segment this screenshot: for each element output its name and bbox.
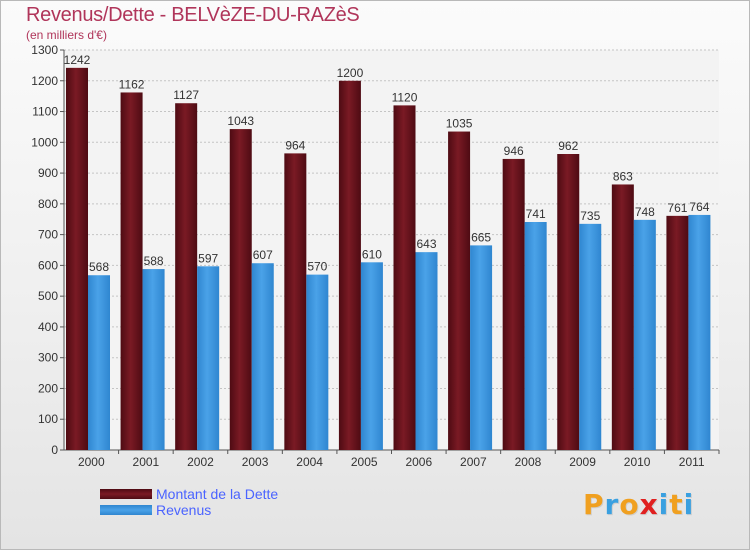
data-label-dette: 962: [558, 139, 578, 153]
bar-dette-2000: [66, 67, 88, 450]
bar-dette-2004: [284, 153, 307, 450]
data-label-dette: 964: [285, 138, 305, 152]
data-label-dette: 761: [667, 201, 687, 215]
y-tick-label: 500: [38, 289, 58, 303]
data-label-dette: 946: [504, 144, 524, 158]
plot-area: [64, 50, 719, 450]
logo-letter: P: [583, 488, 605, 521]
data-label-dette: 1043: [227, 114, 254, 128]
x-tick-label: 2007: [460, 455, 487, 469]
y-tick-label: 900: [38, 166, 58, 180]
bar-dette-2007: [448, 131, 471, 451]
x-tick-label: 2006: [405, 455, 432, 469]
bar-revenus-2005: [360, 262, 383, 450]
data-label-revenus: 570: [307, 260, 327, 274]
x-tick-label: 2011: [679, 455, 705, 469]
bar-revenus-2003: [251, 263, 274, 450]
bar-revenus-2008: [524, 222, 547, 450]
bar-dette-2008: [502, 158, 525, 450]
data-label-revenus: 568: [89, 260, 109, 274]
x-tick-label: 2010: [624, 455, 651, 469]
chart-subtitle: (en milliers d'€): [26, 28, 107, 42]
data-label-revenus: 643: [416, 237, 436, 251]
x-tick-label: 2009: [569, 455, 596, 469]
logo-letter: i: [658, 488, 670, 521]
y-tick-label: 800: [38, 197, 58, 211]
data-label-dette: 1162: [119, 77, 145, 91]
bar-revenus-2006: [415, 252, 438, 450]
data-label-revenus: 741: [526, 207, 546, 221]
y-tick-label: 1300: [31, 43, 58, 57]
bar-dette-2001: [120, 92, 143, 450]
legend-item-revenus: Revenus: [100, 502, 278, 518]
data-label-revenus: 588: [144, 254, 164, 268]
x-tick-label: 2000: [78, 455, 105, 469]
logo-letter: o: [619, 488, 640, 521]
data-label-dette: 1242: [64, 53, 91, 67]
data-label-revenus: 764: [689, 200, 709, 214]
bar-revenus-2000: [88, 275, 110, 450]
bar-revenus-2004: [306, 274, 329, 450]
bar-revenus-2011: [688, 214, 711, 450]
bar-revenus-2001: [142, 269, 165, 450]
legend-item-dette: Montant de la Dette: [100, 486, 278, 502]
legend: Montant de la Dette Revenus: [100, 486, 278, 518]
data-label-revenus: 597: [198, 251, 218, 265]
x-tick-label: 2008: [515, 455, 542, 469]
y-tick-label: 100: [38, 412, 58, 426]
data-label-dette: 1120: [392, 90, 418, 104]
y-tick-label: 700: [38, 228, 58, 242]
bar-revenus-2010: [633, 219, 656, 450]
data-label-dette: 1035: [446, 117, 473, 131]
x-tick-label: 2001: [133, 455, 160, 469]
y-tick-label: 1000: [31, 135, 58, 149]
x-tick-label: 2004: [296, 455, 323, 469]
data-label-revenus: 735: [580, 209, 600, 223]
legend-swatch-revenus: [100, 505, 152, 515]
y-tick-label: 1100: [32, 105, 58, 119]
logo-letter: i: [683, 488, 695, 521]
y-tick-label: 400: [38, 320, 58, 334]
bar-revenus-2009: [579, 223, 602, 450]
data-label-dette: 863: [613, 169, 633, 183]
logo-letter: t: [669, 488, 684, 521]
y-tick-label: 0: [51, 443, 58, 457]
x-tick-label: 2003: [242, 455, 269, 469]
legend-label-dette: Montant de la Dette: [156, 486, 279, 502]
legend-label-revenus: Revenus: [156, 502, 212, 518]
bar-revenus-2007: [470, 245, 493, 450]
data-label-dette: 1200: [337, 66, 364, 80]
bar-revenus-2002: [197, 266, 220, 450]
data-label-revenus: 607: [253, 248, 273, 262]
y-tick-label: 300: [38, 351, 58, 365]
data-label-revenus: 748: [635, 205, 655, 219]
logo-letter: r: [604, 488, 620, 521]
y-tick-label: 600: [38, 258, 58, 272]
bar-dette-2005: [338, 80, 361, 451]
bar-dette-2006: [393, 105, 416, 450]
data-label-revenus: 610: [362, 247, 382, 261]
data-label-dette: 1127: [173, 88, 199, 102]
x-tick-label: 2005: [351, 455, 378, 469]
bar-dette-2010: [611, 184, 634, 450]
bar-dette-2002: [175, 103, 198, 450]
bar-dette-2003: [229, 129, 252, 451]
y-tick-label: 200: [38, 381, 58, 395]
y-tick-label: 1200: [31, 74, 58, 88]
chart-title: Revenus/Dette - BELVèZE-DU-RAZèS: [26, 4, 360, 26]
data-label-revenus: 665: [471, 230, 491, 244]
x-tick-label: 2002: [187, 455, 214, 469]
bar-dette-2009: [557, 154, 580, 450]
bar-dette-2011: [666, 215, 689, 450]
proxiti-logo: Proxiti: [583, 488, 694, 521]
logo-letter: x: [639, 488, 659, 521]
legend-swatch-dette: [100, 489, 152, 499]
